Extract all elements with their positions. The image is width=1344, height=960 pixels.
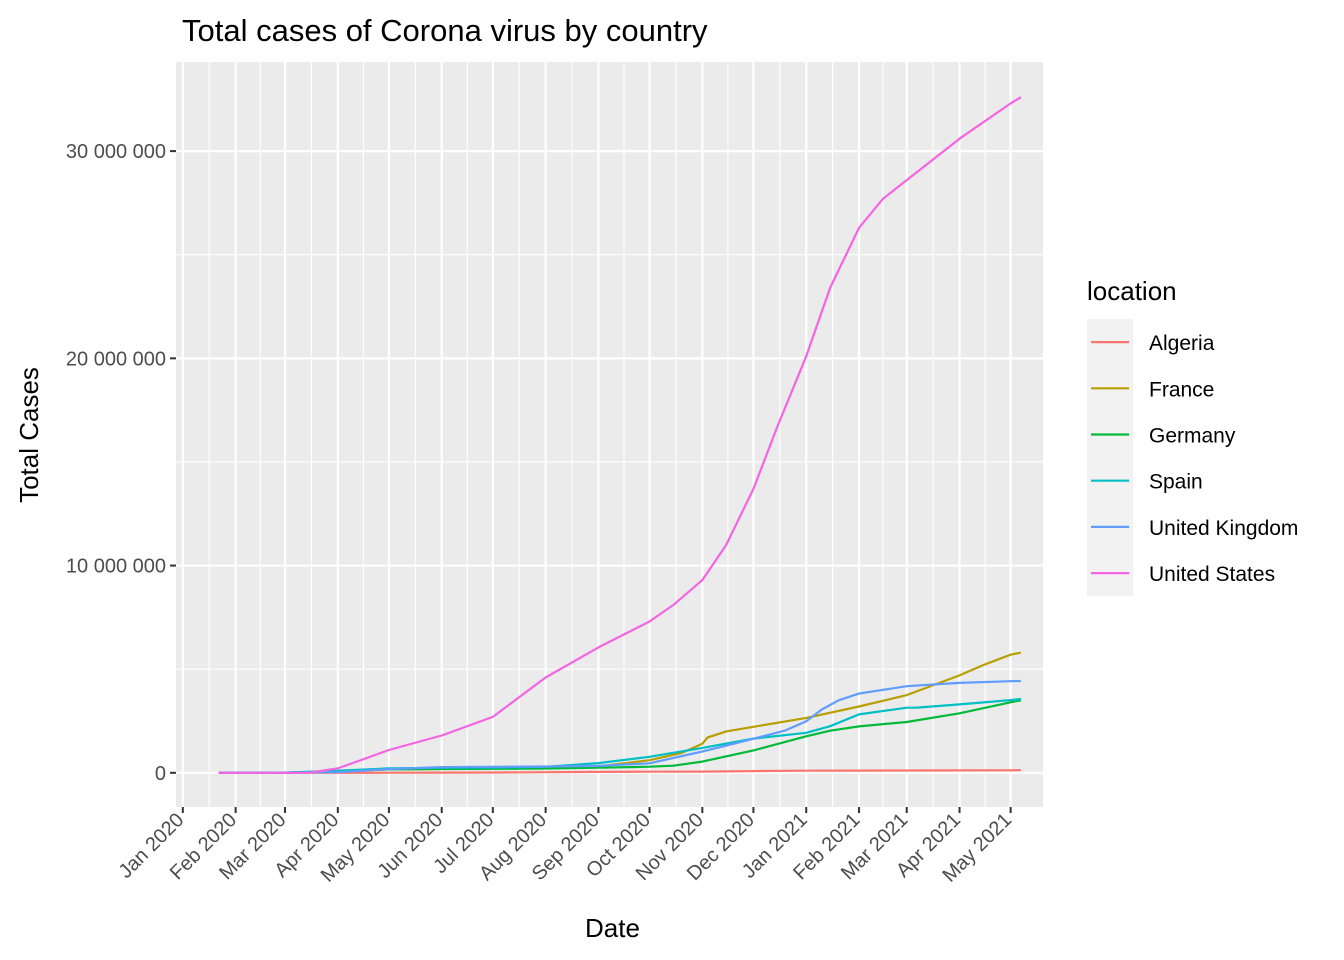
legend-title: location <box>1087 276 1177 306</box>
legend-label: Algeria <box>1149 332 1215 355</box>
legend-label: United States <box>1149 563 1275 586</box>
legend-label: United Kingdom <box>1149 517 1298 540</box>
series-line <box>218 679 1021 774</box>
minor-gridlines <box>176 62 1043 807</box>
legend: location Algeria France Germany Spain United… <box>1087 276 1298 597</box>
y-tick-label: 20 000 000 <box>66 348 166 370</box>
plot-panel <box>176 62 1043 807</box>
legend-label: Germany <box>1149 425 1236 448</box>
legend-keys: Algeria France Germany Spain United Kingdom U… <box>1087 319 1298 597</box>
legend-label: France <box>1149 378 1214 401</box>
chart-title: Total cases of Corona virus by country <box>182 13 708 48</box>
y-axis: 0 10 000 000 20 000 000 30 000 000 <box>66 141 176 785</box>
y-tick-label: 10 000 000 <box>66 556 166 578</box>
x-axis-title: Date <box>585 913 640 943</box>
y-tick-label: 30 000 000 <box>66 141 166 163</box>
legend-label: Spain <box>1149 471 1203 494</box>
series-lines <box>218 96 1022 774</box>
series-line <box>218 769 1021 774</box>
y-tick-label: 0 <box>155 763 166 785</box>
series-line <box>218 96 1022 774</box>
y-axis-title: Total Cases <box>14 367 44 503</box>
